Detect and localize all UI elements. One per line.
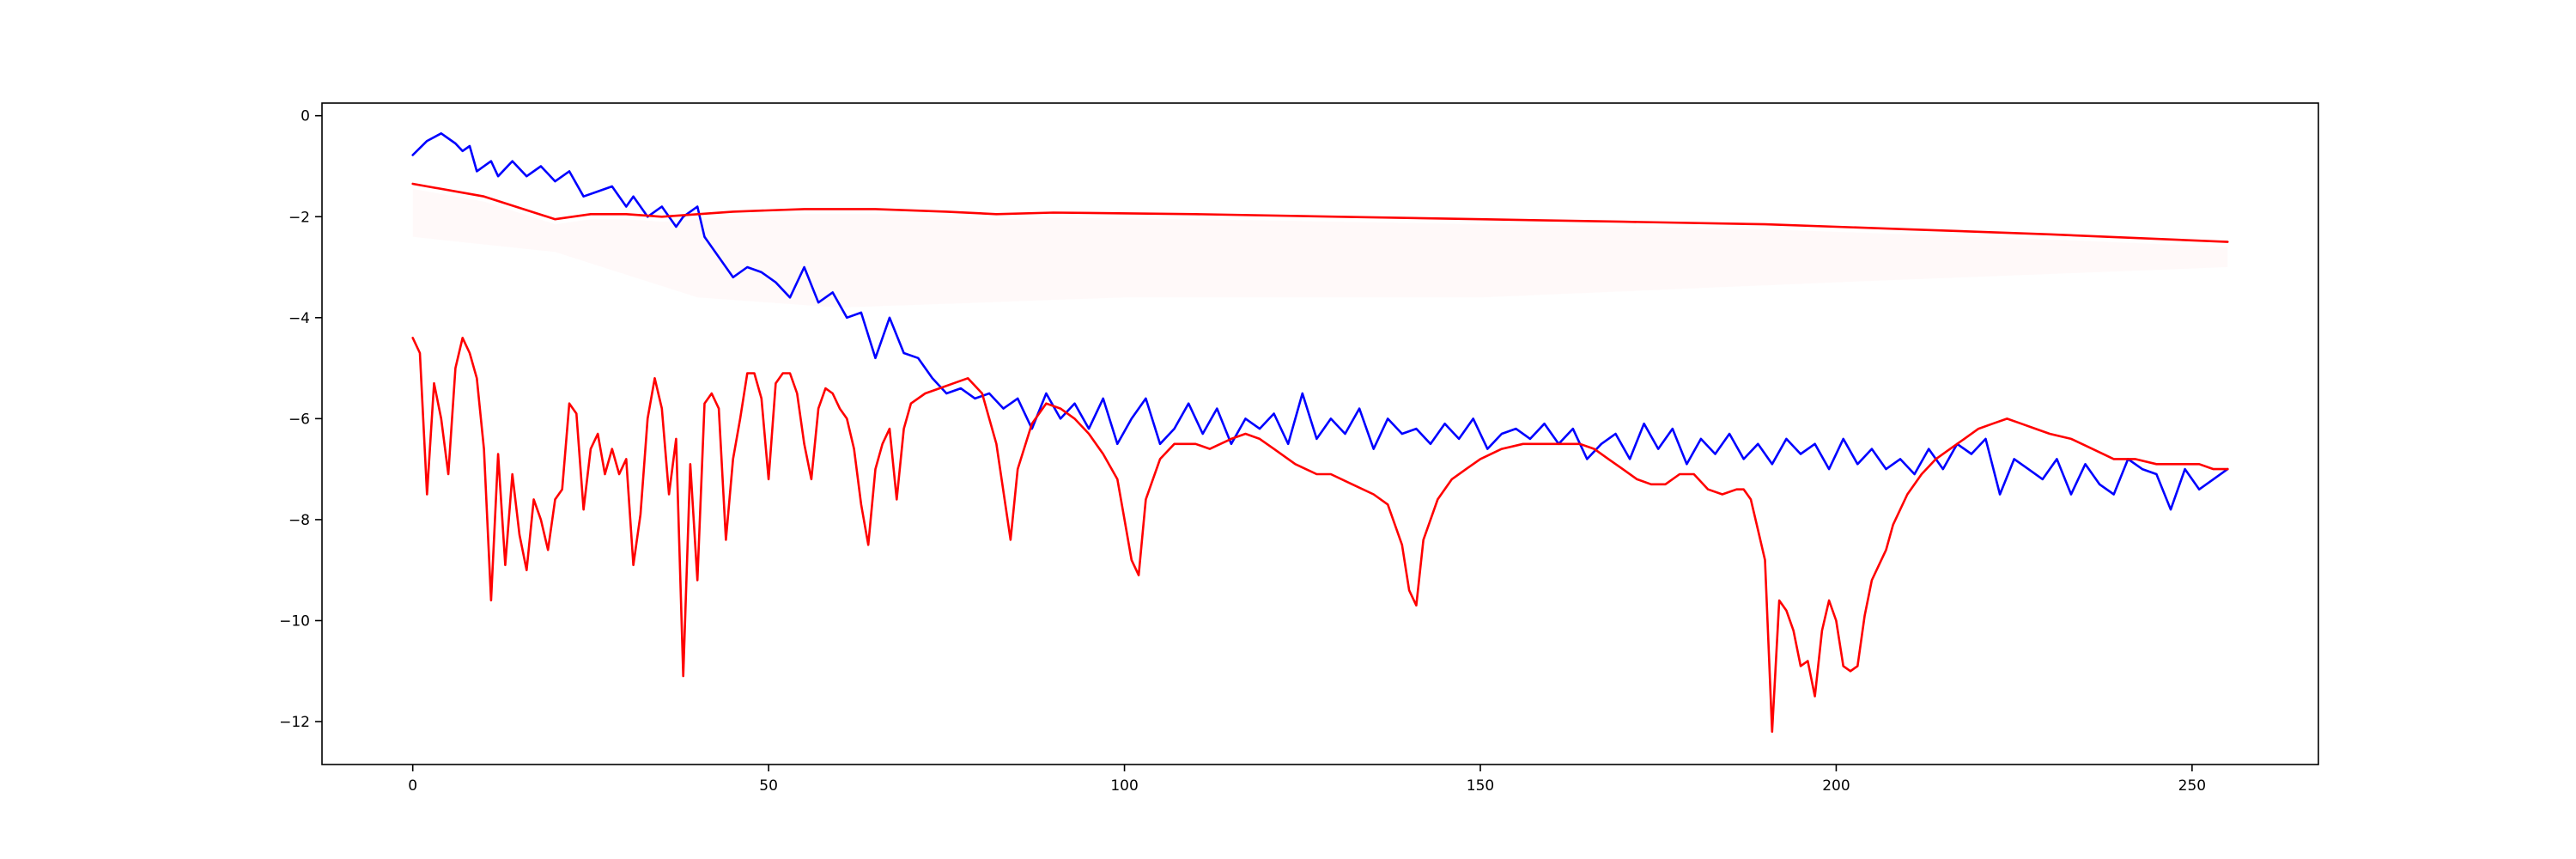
y-tick-label: −4 [289,310,310,327]
y-axis: 0 −2 −4 −6 −8 −10 −12 [279,108,322,731]
y-tick-label: −2 [289,209,310,226]
y-tick-label: −6 [289,411,310,428]
x-tick-label: 100 [1110,777,1138,795]
x-tick-label: 200 [1822,777,1850,795]
y-tick-label: −10 [279,612,310,630]
y-tick-label: 0 [301,108,310,125]
series-layer [411,132,2229,734]
y-tick-label: −12 [279,714,310,731]
x-tick-label: 150 [1467,777,1494,795]
series-line-2 [411,182,2229,243]
x-tick-label: 250 [2178,777,2206,795]
plot-frame [321,102,2319,765]
x-tick-label: 50 [759,777,778,795]
x-axis: 0 50 100 150 200 250 [408,765,2206,795]
series-line-1 [411,132,2229,511]
series-line-3 [411,337,2229,734]
y-tick-label: −8 [289,512,310,529]
x-tick-label: 0 [408,777,417,795]
